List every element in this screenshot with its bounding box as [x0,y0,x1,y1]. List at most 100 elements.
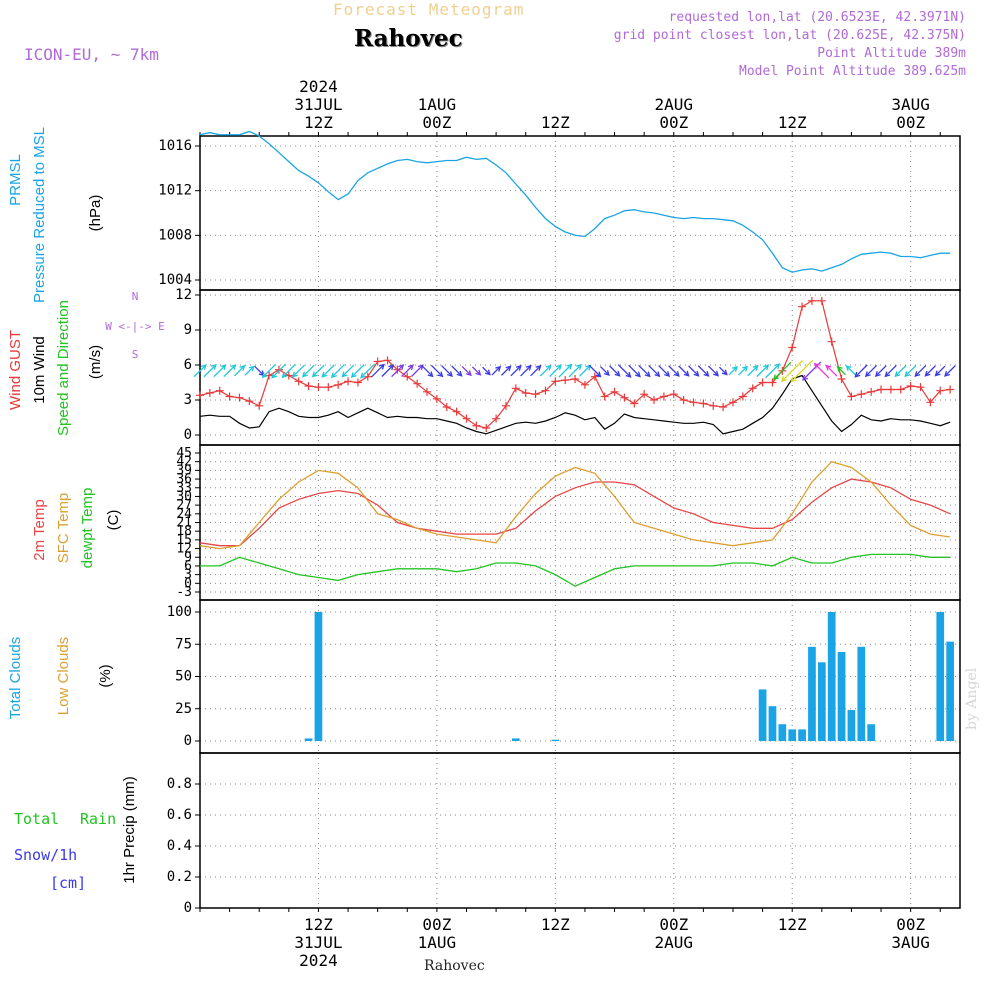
gust-point [886,385,895,394]
y-tick-label: 0 [184,733,192,749]
wind-arrow-shaft [579,364,591,377]
wind-arrow-shaft [520,365,532,377]
gust-point [679,396,688,404]
wind-arrow-shaft [223,364,236,378]
wind-arrow-shaft [599,366,610,376]
wind-arrow [924,365,936,377]
wind-arrow-shaft [678,365,690,377]
wind-arrow-head [914,371,921,378]
y-tick-label: 33 [176,481,192,496]
wind-arrow-head [378,363,385,370]
wind-arrow-shaft [718,366,728,375]
wind-arrow-head [894,371,901,378]
wind-arrow [579,364,592,377]
y-tick-label: 0 [184,900,192,916]
wind-arrow-head [566,363,573,370]
gust-point [511,384,520,393]
compass-west-east: W <-|-> E [105,320,165,333]
temp-label-name1: 2m Temp [31,499,48,560]
top-time-label: 00Z [422,113,451,132]
y-tick-label: 9 [184,550,192,565]
wind-arrow-shaft [341,364,355,377]
cloud-bar [936,612,945,741]
top-time-label: 12Z [778,113,807,132]
wind-series-line [199,374,951,435]
cloud-bar [788,729,797,741]
gust-point [709,401,718,410]
bottom-time-label: 00Z [659,915,688,934]
wind-arrow [401,364,414,377]
wind-arrow [697,365,710,377]
wind-arrow [874,365,887,378]
gust-point [699,399,708,408]
wind-arrow-head [388,364,395,371]
wind-arrow [678,365,690,377]
wind-arrow-shaft [381,364,394,377]
gust-point [432,394,441,403]
wind-arrow-head [535,364,542,371]
bottom-time-label: 12Z [304,915,333,934]
wind-arrow-shaft [648,364,660,377]
wind-arrow-shaft [482,366,491,375]
wind-arrow-head [456,370,463,377]
cloud-bar [946,641,954,741]
wind-arrow-shaft [391,364,404,378]
wind-arrow-shaft [351,364,365,378]
gust-point [413,379,422,388]
gust-point [669,390,678,399]
precip-label-unit-cm: [cm] [50,874,86,892]
wind-arrow-head [330,372,337,379]
top-time-label: 31JUL [294,95,342,114]
wind-arrow [370,363,385,378]
cloud-bar [827,612,836,741]
gust-point [196,391,204,400]
cloud-bar [837,651,846,741]
gust-point [847,392,856,401]
wind-label-name2: 10m Wind [31,336,48,404]
wind-arrow-shaft [697,365,709,377]
cloud-bar [304,738,313,741]
wind-arrow-shaft [331,364,346,378]
wind-arrow-shaft [738,366,748,376]
gust-point [501,401,510,410]
wind-arrow-shaft [203,364,217,378]
precip-label-total: Total [14,810,59,828]
gust-point [728,398,737,407]
wind-arrow-head [576,363,582,370]
gust-series-line [199,300,951,429]
y-tick-label: 27 [176,498,192,513]
gust-point [936,386,945,395]
wind-arrow [461,365,472,377]
gust-point [748,384,757,393]
wind-arrow-head [291,371,298,378]
bottom-time-label: 00Z [422,915,451,934]
wind-arrow [845,365,857,377]
requested-coords: requested lon,lat (20.6523E, 42.3971N) [668,10,966,25]
wind-arrow-shaft [781,360,803,382]
gust-point [867,387,876,396]
wind-arrow [780,360,803,383]
cloud-bar [551,739,560,741]
wind-arrow-shaft [312,364,325,377]
gust-point [857,390,866,399]
wind-arrow-shaft [254,365,265,376]
wind-arrow-shaft [321,364,335,378]
wind-arrow [391,364,405,378]
wind-arrow-shaft [421,364,433,377]
temp-unit-label: (C) [105,510,122,531]
wind-arrow [421,364,434,378]
y-tick-label: -3 [176,585,192,600]
bottom-time-label: 1AUG [418,933,457,952]
gust-point [452,407,461,416]
gust-point [225,392,234,401]
wind-arrow [747,364,759,377]
wind-arrow [728,365,738,376]
wind-arrow-shaft [588,364,601,377]
wind-arrow [482,366,491,376]
wind-arrow-head [836,365,843,372]
gust-point [521,389,530,397]
gust-point [571,375,580,383]
wind-arrow-shaft [461,365,472,376]
top-time-label: 12Z [541,113,570,132]
gust-point [896,385,905,394]
